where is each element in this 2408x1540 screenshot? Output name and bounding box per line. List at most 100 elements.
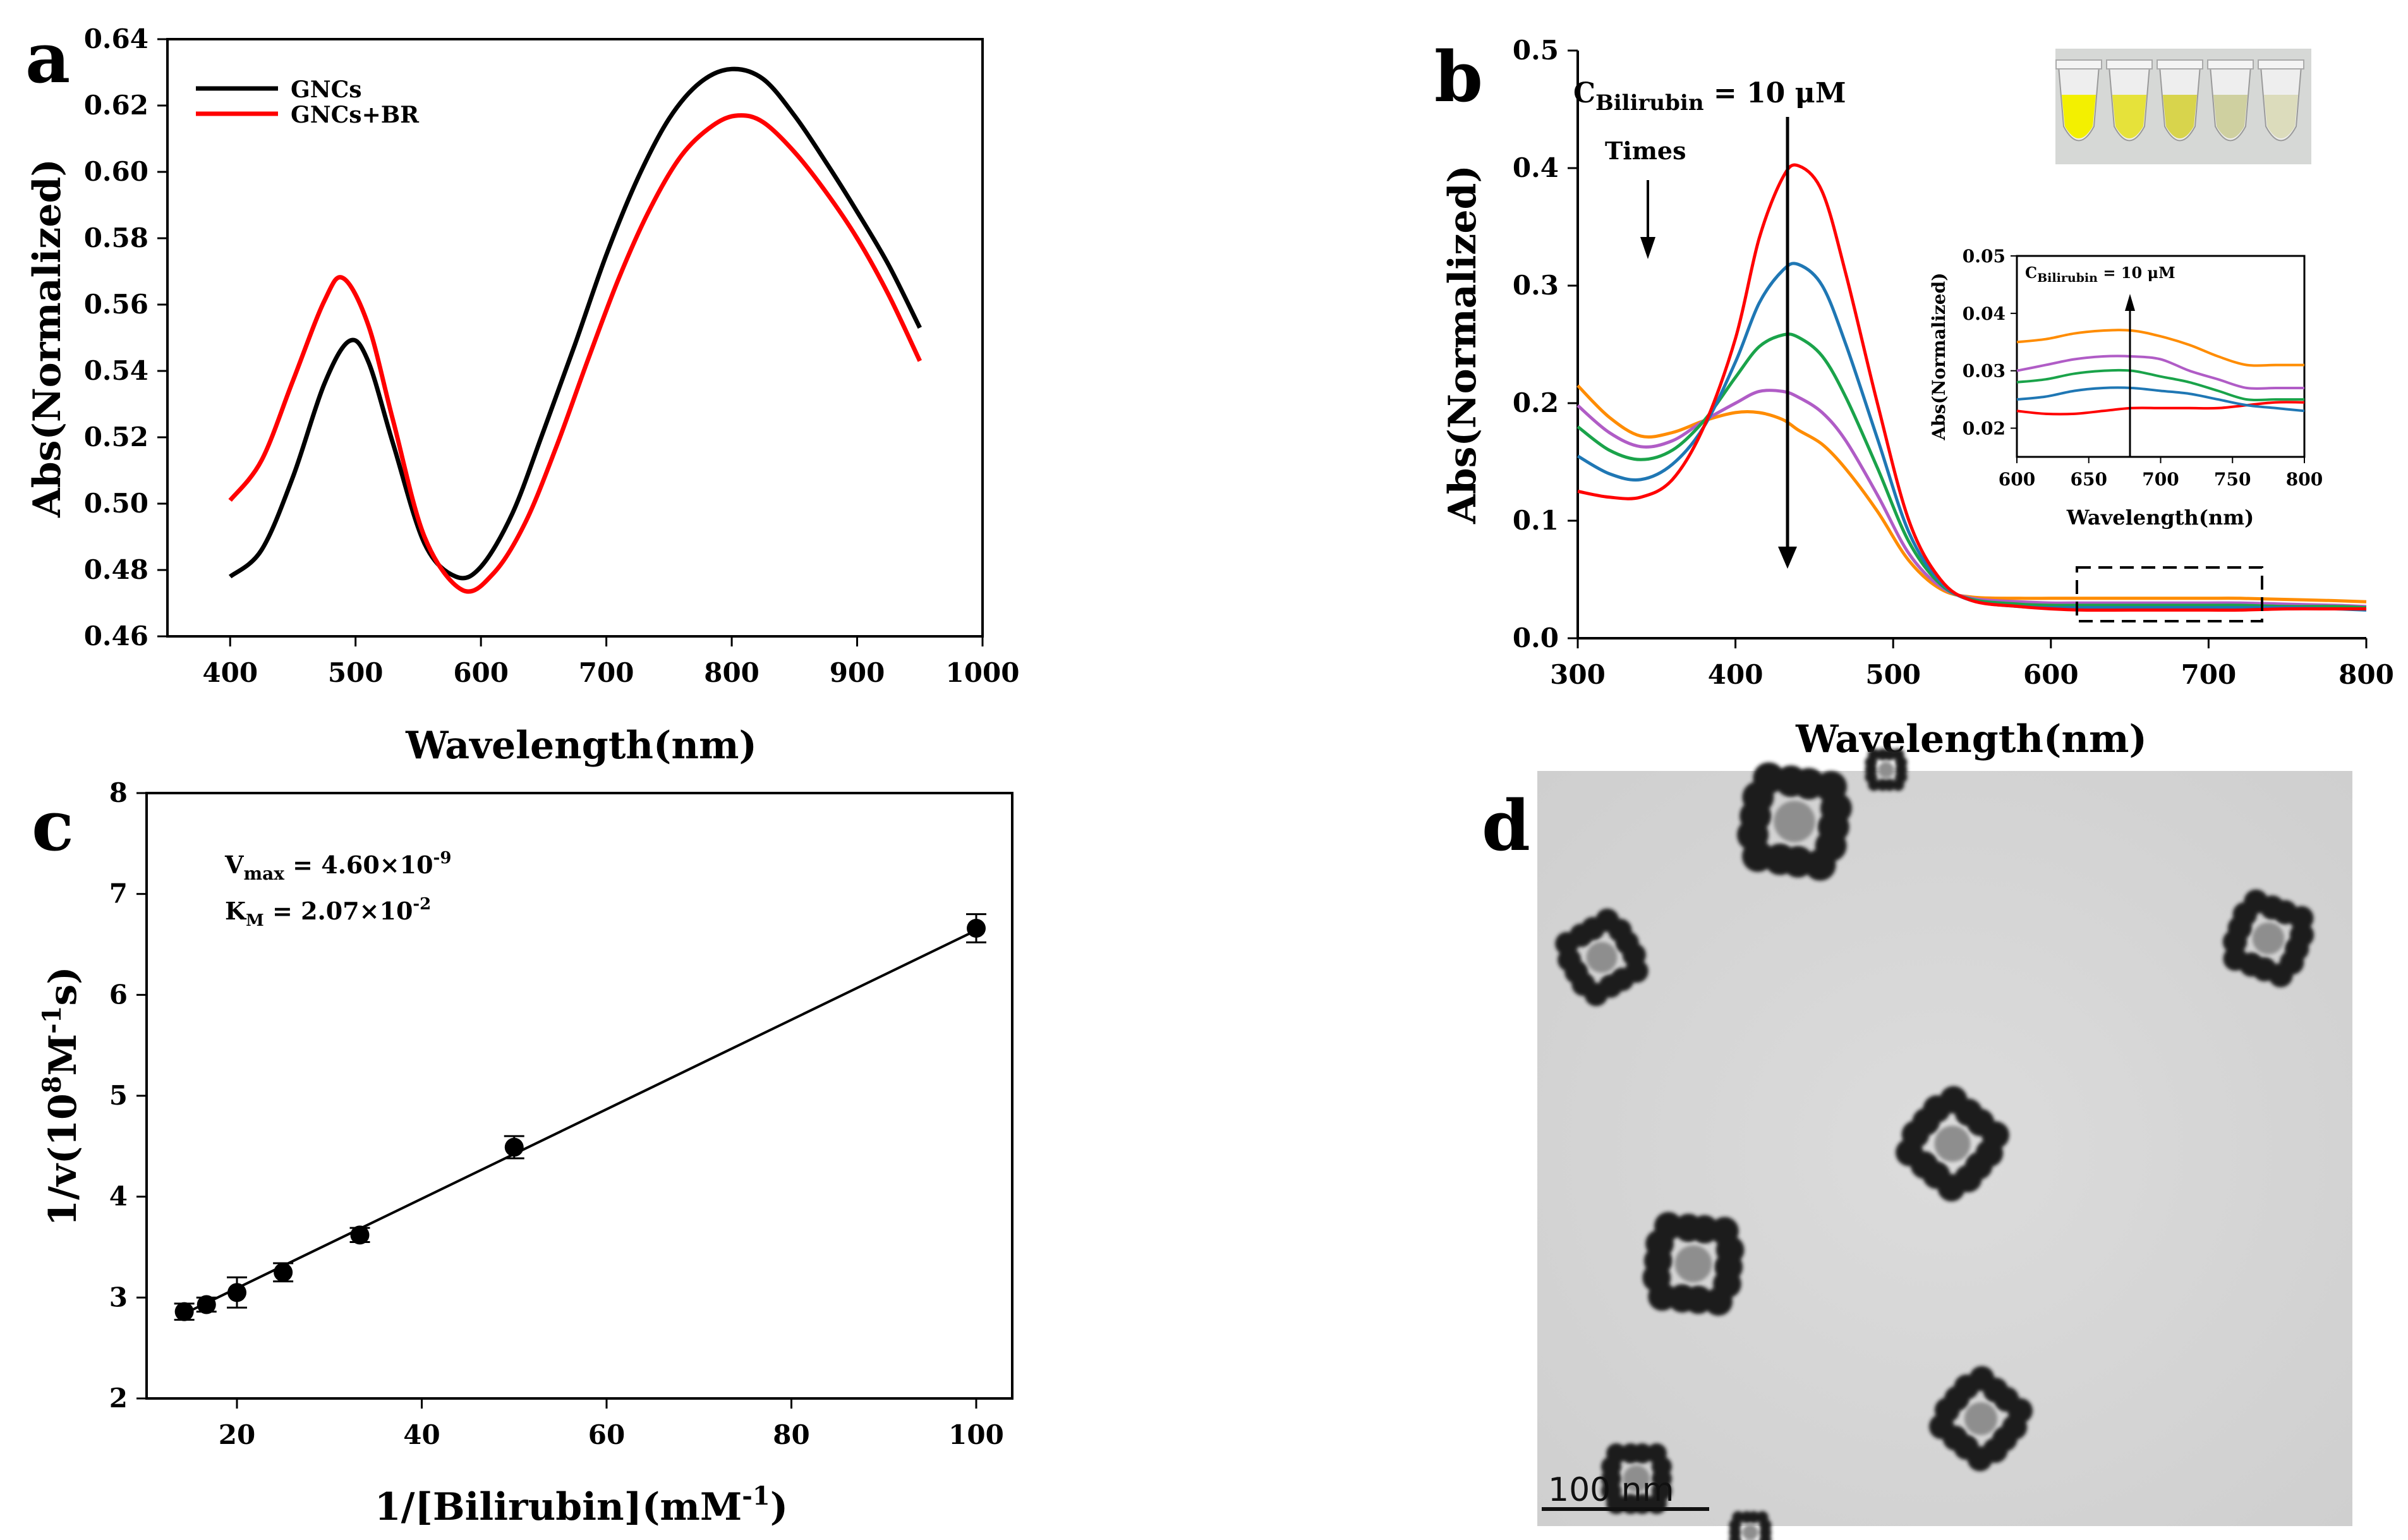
chart-b-ytick-label: 0.2	[1513, 387, 1559, 418]
chart-c-ytick-label: 3	[109, 1282, 128, 1313]
chart-c-data-point	[196, 1295, 217, 1314]
nanocage-particle	[1928, 1366, 2033, 1472]
scale-bar-label: 100 nm	[1548, 1471, 1674, 1509]
chart-a-ytick-label: 0.54	[84, 355, 148, 386]
inset-xtick-label: 600	[1999, 469, 2035, 490]
vial	[2055, 59, 2102, 142]
legend-label-gncs-br: GNCs+BR	[291, 102, 420, 128]
nanocage-particle	[2222, 889, 2314, 988]
chart-a-series-gncs-br	[228, 113, 922, 594]
vial	[2207, 59, 2254, 142]
panel-label-d: d	[1482, 785, 1530, 866]
inset-ytick-label: 0.03	[1963, 361, 2006, 382]
nanocage-particle	[1601, 1443, 1672, 1514]
panel-label-a: a	[25, 17, 70, 99]
chart-c-data-point	[227, 1276, 247, 1309]
chart-c-xtick-label: 100	[948, 1419, 1004, 1450]
chart-c: 20 40 60 80 100 2 3 4 5 6 7 8 Vmax = 4.60×10-9 KM =…	[37, 777, 1013, 1529]
times-arrow	[1640, 180, 1655, 259]
panel-label-b: b	[1434, 36, 1483, 118]
chart-b-xtick-label: 500	[1865, 659, 1921, 690]
chart-b: 300 400 500 600 700 800 0.0 0.1 0.2 0.3 0.4 0.5 Tim…	[1441, 35, 2394, 761]
chart-c-data-point	[273, 1262, 294, 1283]
chart-c-ytick-label: 7	[109, 878, 128, 909]
vial	[2157, 59, 2203, 142]
chart-b-xtick-label: 700	[2181, 659, 2237, 690]
chart-b-series-t2	[1576, 262, 2367, 612]
chart-c-xlabel: 1/[Bilirubin](mM-1)	[375, 1481, 788, 1529]
chart-a-xtick-label: 1000	[946, 657, 1020, 688]
chart-c-ytick-label: 2	[109, 1383, 128, 1414]
nanocage-particle	[1729, 1511, 1772, 1540]
chart-a-series-gncs	[228, 66, 922, 581]
chart-a-xtick-label: 900	[830, 657, 885, 688]
chart-a-ytick-label: 0.46	[84, 621, 148, 652]
chart-b-xtick-label: 400	[1708, 659, 1764, 690]
inset-series-t4	[2016, 355, 2304, 390]
chart-b-ylabel: Abs(Normalized)	[1441, 165, 1485, 524]
chart-a-ytick-label: 0.56	[84, 289, 148, 320]
chart-c-xtick-label: 60	[588, 1419, 625, 1450]
inset-series-t3	[2016, 368, 2304, 402]
chart-b-xtick-label: 300	[1550, 659, 1606, 690]
zoom-region-box	[2076, 566, 2263, 622]
chart-b-ytick-label: 0.5	[1513, 35, 1559, 66]
nanocage-particle	[1642, 1211, 1745, 1316]
tem-micrograph: 100 nm	[1537, 748, 2352, 1540]
chart-a-xtick-label: 400	[202, 657, 258, 688]
chart-a-ytick-label: 0.64	[84, 23, 148, 54]
inset-xtick-label: 800	[2286, 469, 2323, 490]
chart-c-data-point	[504, 1135, 524, 1160]
chart-c-ytick-label: 6	[109, 979, 128, 1010]
inset-ytick-label: 0.05	[1963, 246, 2006, 267]
times-label: Times	[1605, 136, 1686, 165]
chart-b-inset: 600 650 700 750 800 0.02 0.03 0.04 0.05 CBilirub…	[1928, 246, 2323, 530]
chart-a-xlabel: Wavelength(nm)	[405, 724, 757, 768]
chart-b-down-arrow	[1778, 117, 1797, 569]
inset-concentration-label: CBilirubin = 10 μM	[2025, 264, 2175, 285]
chart-a-xtick-label: 700	[579, 657, 634, 688]
chart-a-ylabel: Abs(Normalized)	[25, 159, 70, 518]
chart-c-ylabel: 1/v(108M-1s)	[37, 966, 85, 1226]
inset-xtick-label: 650	[2071, 469, 2107, 490]
inset-up-arrow	[2125, 294, 2135, 457]
chart-a-ytick-label: 0.58	[84, 222, 148, 253]
chart-a: 400 500 600 700 800 900 1000 0.46 0.48 0.50 0.52 0.…	[25, 23, 1019, 768]
chart-a-legend: GNCs GNCs+BR	[196, 76, 420, 128]
inset-xtick-label: 700	[2142, 469, 2179, 490]
chart-b-ytick-label: 0.3	[1513, 270, 1559, 301]
chart-a-ytick-label: 0.62	[84, 90, 148, 121]
vial	[2106, 59, 2153, 142]
inset-xtick-label: 750	[2214, 469, 2251, 490]
chart-a-ytick-label: 0.60	[84, 156, 148, 187]
chart-b-xtick-label: 800	[2338, 659, 2394, 690]
chart-b-xlabel: Wavelength(nm)	[1795, 717, 2147, 761]
inset-series-t2	[2016, 386, 2305, 413]
chart-a-xtick-label: 600	[453, 657, 509, 688]
inset-series-t5	[2016, 329, 2304, 367]
nanocage-particle	[1865, 748, 1908, 791]
km-annotation: KM = 2.07×10-2	[225, 895, 431, 930]
inset-ytick-label: 0.02	[1963, 418, 2006, 439]
nanocage-particle	[1737, 762, 1852, 881]
chart-c-data-point	[349, 1225, 370, 1245]
chart-a-ytick-label: 0.48	[84, 554, 148, 585]
inset-series-t1	[2016, 401, 2305, 416]
inset-xlabel: Wavelength(nm)	[2066, 506, 2254, 530]
chart-c-ytick-label: 4	[109, 1181, 128, 1212]
chart-c-data-point	[174, 1302, 195, 1321]
vmax-annotation: Vmax = 4.60×10-9	[224, 849, 451, 884]
chart-a-xtick-label: 500	[328, 657, 384, 688]
inset-ytick-label: 0.04	[1963, 303, 2006, 324]
chart-a-plot-frame	[166, 38, 984, 638]
chart-c-ytick-label: 5	[109, 1080, 128, 1111]
inset-frame	[2016, 255, 2306, 458]
panel-label-c: c	[32, 785, 74, 866]
inset-ylabel: Abs(Normalized)	[1928, 273, 1949, 441]
chart-a-xtick-label: 800	[704, 657, 759, 688]
vial	[2258, 59, 2304, 142]
chart-b-ytick-label: 0.1	[1513, 505, 1559, 536]
scale-bar: 100 nm	[1542, 1471, 1709, 1511]
chart-c-xtick-label: 40	[403, 1419, 440, 1450]
